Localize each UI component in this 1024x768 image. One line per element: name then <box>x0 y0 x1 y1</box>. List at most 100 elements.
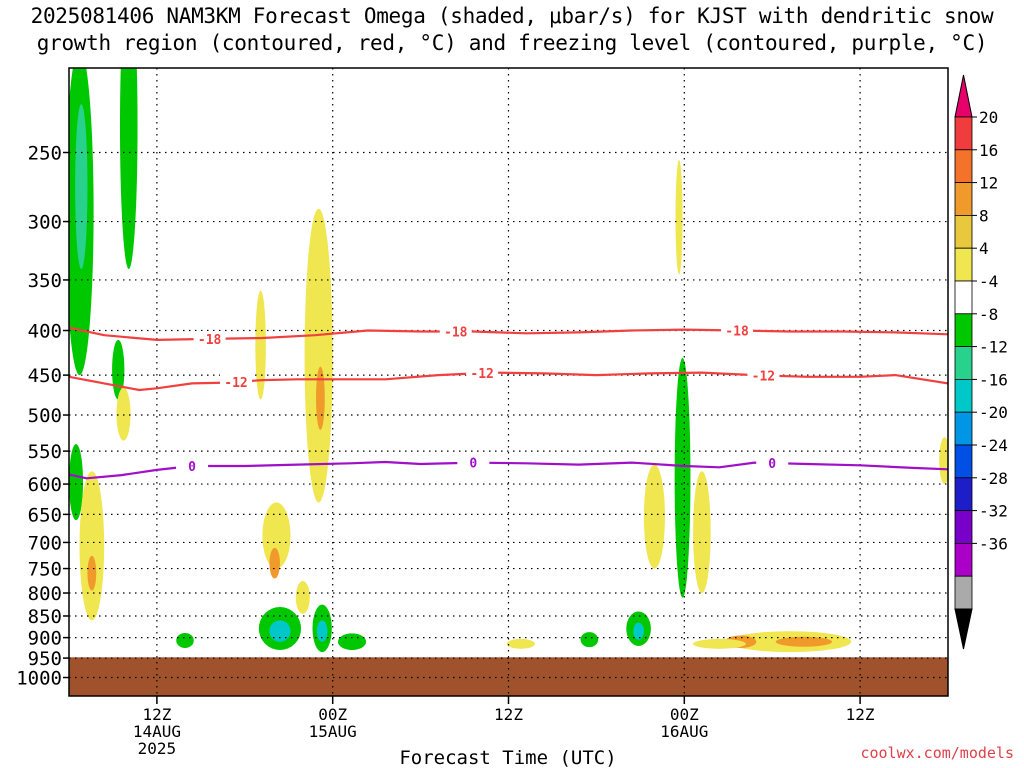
omega-region-15 <box>269 620 291 642</box>
contour-label-0-1: -18 <box>444 325 468 340</box>
colorbar-label-3: 8 <box>979 206 989 225</box>
x-tick-label-30-2: 16AUG <box>660 722 708 741</box>
contour-label-1-2: -12 <box>752 369 775 384</box>
omega-region-30 <box>506 638 535 649</box>
omega-region-22 <box>674 357 691 598</box>
colorbar-label-12: -32 <box>979 502 1008 521</box>
colorbar-segment-6 <box>954 280 973 315</box>
colorbar-segment-12 <box>954 477 973 511</box>
omega-region-32 <box>675 160 683 275</box>
omega-region-5 <box>116 387 131 441</box>
y-tick-label-1000: 1000 <box>16 668 62 690</box>
omega-region-20 <box>643 464 665 569</box>
colorbar-segment-2 <box>954 149 973 184</box>
x-tick-label-20-1: 12Z <box>494 705 523 724</box>
y-tick-label-500: 500 <box>28 405 62 427</box>
y-tick-label-550: 550 <box>28 441 62 463</box>
colorbar-label-10: -24 <box>979 436 1008 455</box>
y-tick-label-800: 800 <box>28 583 62 605</box>
colorbar-segment-14 <box>954 543 973 577</box>
colorbar-segment-15 <box>954 575 973 610</box>
colorbar-label-6: -8 <box>979 305 998 324</box>
omega-region-11 <box>262 502 291 569</box>
colorbar-label-13: -36 <box>979 534 1008 553</box>
y-tick-label-450: 450 <box>28 365 62 387</box>
omega-region-31 <box>939 437 948 485</box>
terrain-rect <box>69 657 948 696</box>
gridlines <box>69 68 948 696</box>
colorbar-label-9: -20 <box>979 403 1008 422</box>
contour-label-bg-2-2 <box>756 455 789 472</box>
chart-title-line-1: 2025081406 NAM3KM Forecast Omega (shaded… <box>30 4 994 28</box>
colorbar-label-1: 16 <box>979 141 998 160</box>
source-credit: coolwx.com/models <box>860 744 1014 762</box>
x-tick-label-30-1: 00Z <box>670 705 699 724</box>
colorbar-label-4: 4 <box>979 239 989 258</box>
x-axis-label: Forecast Time (UTC) <box>399 747 616 768</box>
contour-label-bg-1-0 <box>220 373 253 390</box>
contour-label-bg-1-2 <box>747 367 780 384</box>
x-tick-label-10-2: 15AUG <box>309 722 357 741</box>
contour-label-bg-0-0 <box>193 330 226 347</box>
y-tick-label-750: 750 <box>28 559 62 581</box>
omega-region-8 <box>255 290 266 400</box>
y-tick-label-300: 300 <box>28 212 62 234</box>
x-tick-label-0-2: 14AUG <box>133 722 181 741</box>
colorbar-segment-11 <box>954 444 973 479</box>
x-tick-label-40-1: 12Z <box>846 705 875 724</box>
y-tick-label-650: 650 <box>28 504 62 526</box>
y-tick-label-900: 900 <box>28 628 62 650</box>
colorbar-segment-4 <box>954 214 973 249</box>
contour-label-bg-1-1 <box>466 365 499 382</box>
contour-label-0-0: -18 <box>198 333 222 348</box>
omega-shaded-regions <box>69 68 948 653</box>
contour-label-0-2: -18 <box>725 325 749 340</box>
omega-region-9 <box>304 208 333 503</box>
chart-title-line-2: growth region (contoured, red, °C) and f… <box>36 31 988 55</box>
contour-label-2-1: 0 <box>469 457 477 472</box>
omega-region-25 <box>580 632 599 648</box>
y-tick-label-950: 950 <box>28 648 62 670</box>
colorbar-segment-7 <box>954 313 973 347</box>
omega-region-13 <box>295 580 310 614</box>
terrain-fill <box>69 657 948 696</box>
contour-label-2-2: 0 <box>768 457 776 472</box>
omega-region-10 <box>315 366 325 430</box>
contour-line-1 <box>69 371 948 392</box>
y-tick-label-250: 250 <box>28 143 62 165</box>
y-tick-label-700: 700 <box>28 532 62 554</box>
colorbar-segment-13 <box>954 510 973 544</box>
omega-region-24 <box>633 622 644 640</box>
colorbar: 20 16 12 8 4 -4 -8 -12 -16 -20 -24 -28 -32 -36 <box>954 74 1008 650</box>
colorbar-segment-1 <box>954 116 973 151</box>
omega-region-19 <box>176 632 194 648</box>
colorbar-segment-9 <box>954 378 973 413</box>
x-tick-label-10-1: 00Z <box>318 705 347 724</box>
colorbar-segment-3 <box>954 182 973 216</box>
contour-label-bg-2-1 <box>457 454 490 471</box>
contour-label-1-0: -12 <box>224 376 247 391</box>
temperature-contours: -18 -18 -18 -12 -12 -12 0 0 0 <box>69 322 948 480</box>
colorbar-segment-8 <box>954 346 973 380</box>
colorbar-segment-10 <box>954 411 973 446</box>
colorbar-label-5: -4 <box>979 272 998 291</box>
plot-background <box>69 68 948 696</box>
x-tick-label-0-3: 2025 <box>138 739 177 758</box>
colorbar-label-0: 20 <box>979 108 998 127</box>
colorbar-segment-5 <box>954 247 973 282</box>
omega-region-2 <box>119 68 138 269</box>
contour-label-bg-0-2 <box>721 322 754 339</box>
colorbar-label-11: -28 <box>979 469 1008 488</box>
colorbar-label-8: -16 <box>979 370 1008 389</box>
x-tick-label-0-1: 12Z <box>142 705 171 724</box>
omega-region-29 <box>693 638 746 649</box>
contour-label-bg-0-1 <box>439 323 472 340</box>
y-tick-label-400: 400 <box>28 321 62 343</box>
colorbar-bottom-arrow <box>954 608 973 650</box>
y-tick-label-600: 600 <box>28 474 62 496</box>
y-tick-label-850: 850 <box>28 606 62 628</box>
contour-label-1-1: -12 <box>470 367 493 382</box>
omega-region-18 <box>337 633 367 651</box>
